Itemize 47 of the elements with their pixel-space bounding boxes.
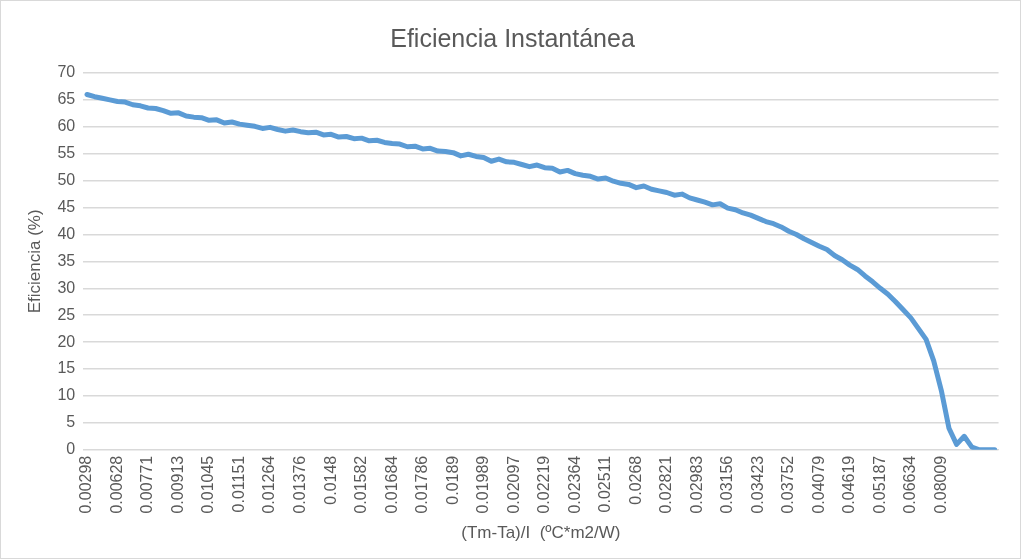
y-axis-title: Eficiencia (%) (24, 209, 44, 314)
x-tick-label: 0.04619 (840, 455, 858, 514)
x-tick-label: 0.01045 (199, 455, 217, 514)
x-tick-label: 0.01786 (413, 455, 431, 514)
x-tick-label: 0.00298 (77, 455, 95, 514)
x-tick-label: 0.01151 (229, 455, 247, 513)
x-tick-label: 0.0148 (321, 455, 339, 505)
x-tick-label: 0.01582 (352, 455, 370, 514)
y-tick-label: 55 (57, 144, 76, 162)
y-tick-label: 70 (57, 63, 76, 81)
x-tick-label: 0.05187 (870, 455, 888, 514)
y-tick-label: 45 (57, 197, 76, 215)
x-tick-label: 0.04079 (809, 455, 827, 514)
x-axis-title: (Tm-Ta)/I (ºC*m2/W) (461, 523, 621, 543)
y-tick-label: 35 (57, 251, 76, 269)
x-tick-label: 0.02511 (596, 455, 614, 513)
x-tick-label: 0.02983 (687, 455, 705, 514)
y-tick-label: 15 (57, 359, 76, 377)
x-tick-label: 0.00628 (107, 455, 125, 514)
y-tick-label: 30 (57, 278, 76, 296)
x-tick-label: 0.00913 (168, 455, 186, 514)
x-tick-label: 0.02097 (504, 455, 522, 514)
x-tick-label: 0.03156 (718, 455, 736, 514)
x-tick-label: 0.01989 (474, 455, 492, 514)
x-tick-label: 0.01264 (260, 455, 278, 514)
x-tick-label: 0.06634 (901, 455, 919, 514)
y-tick-label: 65 (57, 90, 76, 108)
x-tick-label: 0.02219 (535, 455, 553, 514)
x-tick-label: 0.08009 (931, 455, 949, 514)
y-tick-label: 5 (66, 413, 76, 431)
x-tick-label: 0.0189 (443, 455, 461, 505)
y-tick-label: 60 (57, 117, 76, 135)
x-tick-label: 0.0268 (626, 455, 644, 505)
x-tick-label: 0.03423 (748, 455, 766, 514)
y-tick-label: 40 (57, 224, 76, 242)
y-tick-label: 50 (57, 171, 76, 189)
x-tick-label: 0.03752 (779, 455, 797, 514)
x-tick-label: 0.02364 (565, 455, 583, 514)
y-tick-label: 25 (57, 305, 76, 323)
x-tick-label: 0.01376 (291, 455, 308, 514)
x-tick-label: 0.00771 (138, 455, 156, 514)
chart-title: Eficiencia Instantánea (390, 23, 635, 52)
x-tick-label: 0.01684 (382, 455, 400, 514)
y-tick-label: 10 (57, 386, 76, 404)
x-tick-label: 0.02821 (657, 455, 675, 514)
y-tick-label: 20 (57, 332, 76, 350)
y-tick-label: 0 (66, 440, 76, 458)
